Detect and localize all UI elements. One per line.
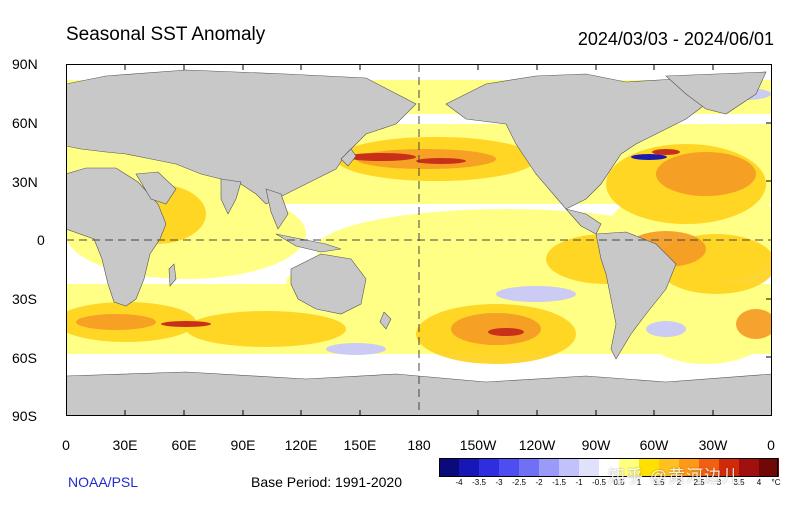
lat-label-90s: 90S [12,408,37,424]
lon-label-60w: 60W [639,437,669,453]
lat-label-60n: 60N [12,115,38,131]
lon-label-30e: 30E [112,437,138,453]
lon-label-120e: 120E [284,437,318,453]
sst-anomaly-map [66,64,772,416]
colorbar-cell [439,458,459,477]
lon-label-0: 0 [62,437,70,453]
colorbar-tick: 2.5 [693,478,705,487]
watermark: 知乎 @黄河边儿 [608,467,740,486]
colorbar-cell [699,458,719,477]
indonesia-landmass [275,233,342,253]
madagascar-landmass [168,263,177,287]
colorbar-tick: 1 [636,478,642,487]
colorbar-tick: -1 [575,478,583,487]
colorbar-tick: 3 [716,478,722,487]
colorbar-cell [539,458,559,477]
lat-label-equator: 0 [37,232,45,248]
colorbar-cell [619,458,639,477]
australia-landmass [290,253,367,315]
gulf-stream-warm-anomaly [652,149,680,155]
lon-label-60e: 60E [171,437,197,453]
gulf-stream-cold-anomaly [631,154,667,160]
colorbar-cell [479,458,499,477]
colorbar-tick: 2 [676,478,682,487]
colorbar [439,458,779,477]
colorbar-tick: -2.5 [512,478,526,487]
map-frame [66,64,772,416]
lon-label-150w: 150W [459,437,497,453]
colorbar-cell [559,458,579,477]
lat-label-30s: 30S [12,291,37,307]
colorbar-cell [739,458,759,477]
colorbar-cell [579,458,599,477]
colorbar-tick: 3.5 [733,478,745,487]
colorbar-cell [459,458,479,477]
colorbar-tick: -3.5 [472,478,486,487]
lon-label-90w: 90W [581,437,611,453]
new-zealand-landmass [379,311,392,330]
lat-label-60s: 60S [12,350,37,366]
lon-label-30w: 30W [698,437,728,453]
lon-label-180: 180 [407,437,431,453]
lon-label-90e: 90E [230,437,256,453]
base-period-label: Base Period: 1991-2020 [251,474,402,490]
colorbar-cell [639,458,659,477]
colorbar-cell [759,458,779,477]
colorbar-cell [499,458,519,477]
greenland-landmass [665,71,767,115]
arabia-landmass [135,171,177,205]
north-america-landmass [445,73,707,210]
date-range: 2024/03/03 - 2024/06/01 [577,29,774,49]
extreme-anomaly-regions [161,153,524,336]
colorbar-tick: -3 [495,478,503,487]
lat-label-30n: 30N [12,174,38,190]
colorbar-tick: -1.5 [552,478,566,487]
lon-label-150e: 150E [343,437,377,453]
colorbar-unit: °C [771,478,781,487]
map-title: Seasonal SST Anomaly [66,24,266,45]
colorbar-tick: -0.5 [592,478,606,487]
source-label: NOAA/PSL [68,474,139,490]
japan-landmass [340,148,357,167]
colorbar-tick: 4 [756,478,762,487]
lon-label-0-east: 0 [767,437,775,453]
colorbar-tick: 1.5 [653,478,665,487]
colorbar-cell [599,458,619,477]
southeast-asia-landmass [265,188,289,230]
lon-label-120w: 120W [518,437,556,453]
africa-landmass [66,167,167,307]
colorbar-cell [519,458,539,477]
lat-label-90n: 90N [12,56,38,72]
colorbar-tick: -4 [455,478,463,487]
india-landmass [220,178,242,215]
colorbar-tick: 0.5 [613,478,625,487]
axis-ticks [124,64,772,416]
south-america-landmass [595,231,677,360]
central-america-landmass [565,208,602,235]
colorbar-tick: -2 [535,478,543,487]
colorbar-cell [679,458,699,477]
colorbar-cell [719,458,739,477]
colorbar-cell [659,458,679,477]
